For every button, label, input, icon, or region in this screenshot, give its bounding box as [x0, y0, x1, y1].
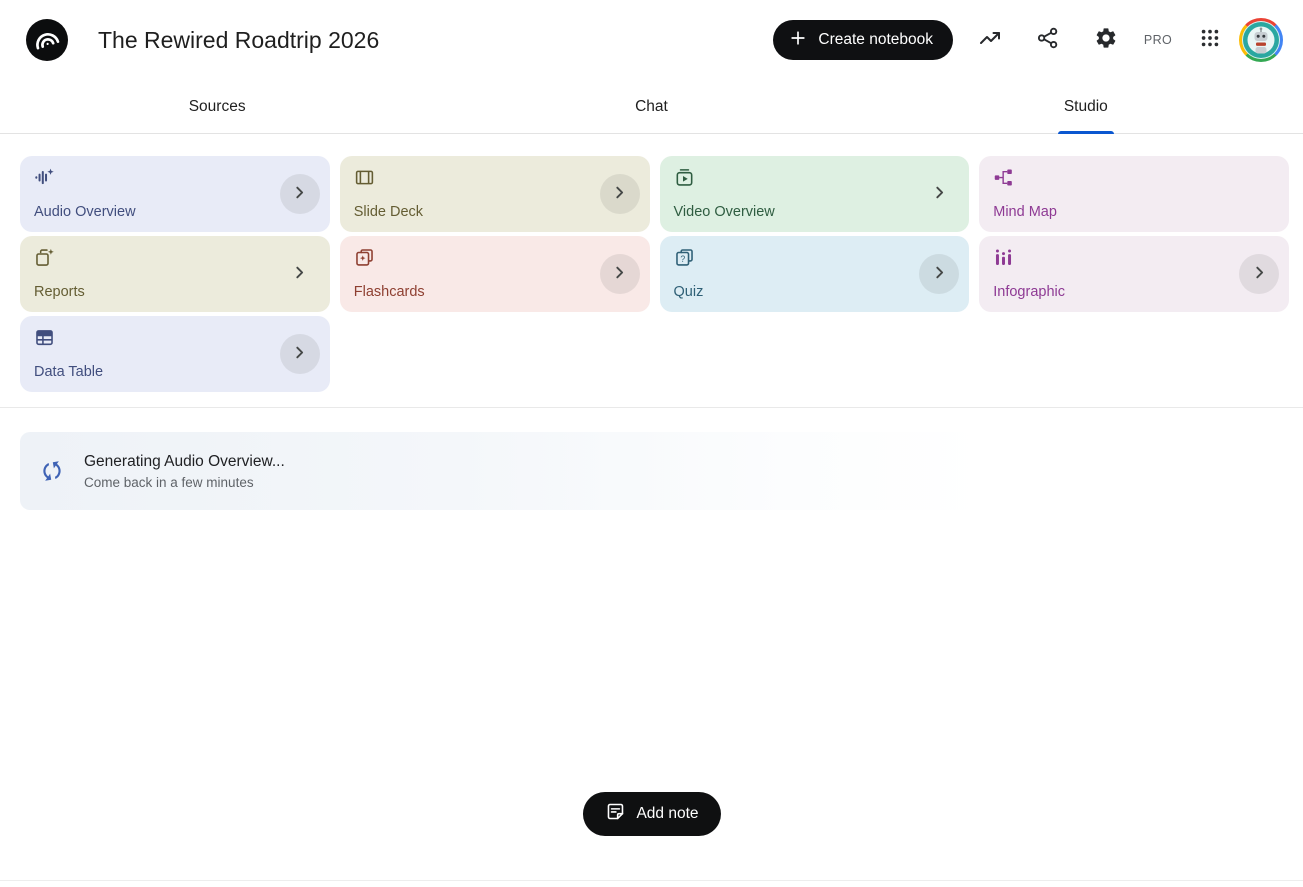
gear-icon	[1094, 26, 1118, 55]
tab-studio[interactable]: Studio	[869, 80, 1303, 134]
studio-card-quiz[interactable]: ? Quiz	[659, 236, 970, 312]
open-slide-deck-button[interactable]	[599, 174, 640, 214]
generating-status-panel: Generating Audio Overview... Come back i…	[20, 432, 986, 510]
audio-waveform-sparkle-icon	[34, 167, 55, 188]
tab-label: Chat	[635, 97, 668, 115]
note-icon	[604, 801, 625, 827]
card-label: Reports	[34, 284, 85, 300]
studio-card-video-overview[interactable]: Video Overview	[659, 156, 970, 232]
open-quiz-button[interactable]	[919, 254, 960, 294]
studio-card-mind-map[interactable]: Mind Map	[979, 156, 1289, 232]
bar-chart-icon	[993, 247, 1014, 268]
share-icon	[1036, 26, 1060, 55]
tab-sources[interactable]: Sources	[0, 80, 434, 133]
studio-card-data-table[interactable]: Data Table	[20, 316, 330, 392]
chevron-right-icon	[289, 342, 310, 366]
bottom-hairline	[0, 880, 1303, 881]
flashcards-star-icon	[354, 247, 375, 268]
studio-card-grid: Audio Overview Slide Deck Video Overview Mi…	[20, 156, 1289, 392]
card-label: Data Table	[34, 364, 104, 380]
open-reports-button[interactable]	[280, 254, 320, 294]
share-button[interactable]	[1019, 26, 1077, 55]
card-label: Slide Deck	[353, 204, 424, 220]
sync-spinner-icon	[39, 458, 65, 484]
pro-badge: PRO	[1143, 33, 1173, 47]
generating-title: Generating Audio Overview...	[84, 452, 285, 470]
notebooklm-logo[interactable]	[26, 19, 68, 61]
tab-chat[interactable]: Chat	[434, 80, 868, 133]
chevron-right-icon	[929, 262, 950, 286]
notebook-title[interactable]: The Rewired Roadtrip 2026	[98, 26, 380, 53]
create-notebook-button[interactable]: Create notebook	[773, 20, 953, 60]
add-note-button[interactable]: Add note	[582, 792, 721, 836]
chevron-right-icon	[289, 182, 310, 206]
open-infographic-button[interactable]	[1239, 254, 1279, 294]
studio-card-audio-overview[interactable]: Audio Overview	[20, 156, 330, 232]
settings-button[interactable]	[1077, 26, 1135, 55]
generating-subtitle: Come back in a few minutes	[84, 474, 254, 490]
studio-card-infographic[interactable]: Infographic	[979, 236, 1289, 312]
tab-label: Studio	[1063, 97, 1108, 115]
open-flashcards-button[interactable]	[599, 254, 640, 294]
open-audio-overview-button[interactable]	[279, 174, 320, 214]
card-label: Audio Overview	[34, 204, 136, 220]
card-label: Quiz	[673, 284, 704, 300]
generating-status-text: Generating Audio Overview... Come back i…	[84, 453, 285, 490]
svg-text:?: ?	[680, 254, 685, 264]
card-label: Infographic	[993, 284, 1065, 300]
header-actions: Create notebook P	[773, 18, 1283, 62]
app-header: The Rewired Roadtrip 2026 Create noteboo…	[0, 0, 1303, 80]
trending-up-icon	[978, 26, 1002, 55]
tab-label: Sources	[188, 97, 246, 115]
mind-map-icon	[993, 167, 1014, 188]
apps-grid-icon	[1199, 27, 1221, 54]
report-sparkle-icon	[34, 247, 55, 268]
avatar-robot-image	[1242, 21, 1280, 59]
open-data-table-button[interactable]	[279, 334, 320, 374]
panel-tabbar: Sources Chat Studio	[0, 80, 1303, 134]
plus-icon	[788, 28, 808, 53]
slide-frame-icon	[354, 167, 375, 188]
video-play-icon	[674, 167, 695, 188]
google-apps-button[interactable]	[1181, 27, 1239, 54]
analytics-button[interactable]	[961, 26, 1019, 55]
open-video-overview-button[interactable]	[919, 174, 959, 214]
chevron-right-icon	[1249, 262, 1270, 286]
studio-card-reports[interactable]: Reports	[20, 236, 330, 312]
card-label: Mind Map	[993, 204, 1057, 220]
add-note-label: Add note	[636, 805, 699, 822]
chevron-right-icon	[609, 182, 630, 206]
card-label: Flashcards	[353, 284, 425, 300]
chevron-right-icon	[609, 262, 630, 286]
section-divider	[0, 407, 1303, 408]
chevron-right-icon	[929, 182, 950, 206]
create-notebook-label: Create notebook	[818, 31, 933, 48]
quiz-cards-icon: ?	[674, 247, 695, 268]
account-avatar[interactable]	[1239, 18, 1283, 62]
card-label: Video Overview	[673, 204, 775, 220]
studio-card-flashcards[interactable]: Flashcards	[339, 236, 650, 312]
data-table-icon	[34, 327, 55, 348]
active-tab-underline	[1057, 131, 1114, 134]
studio-card-slide-deck[interactable]: Slide Deck	[339, 156, 650, 232]
chevron-right-icon	[289, 262, 310, 286]
